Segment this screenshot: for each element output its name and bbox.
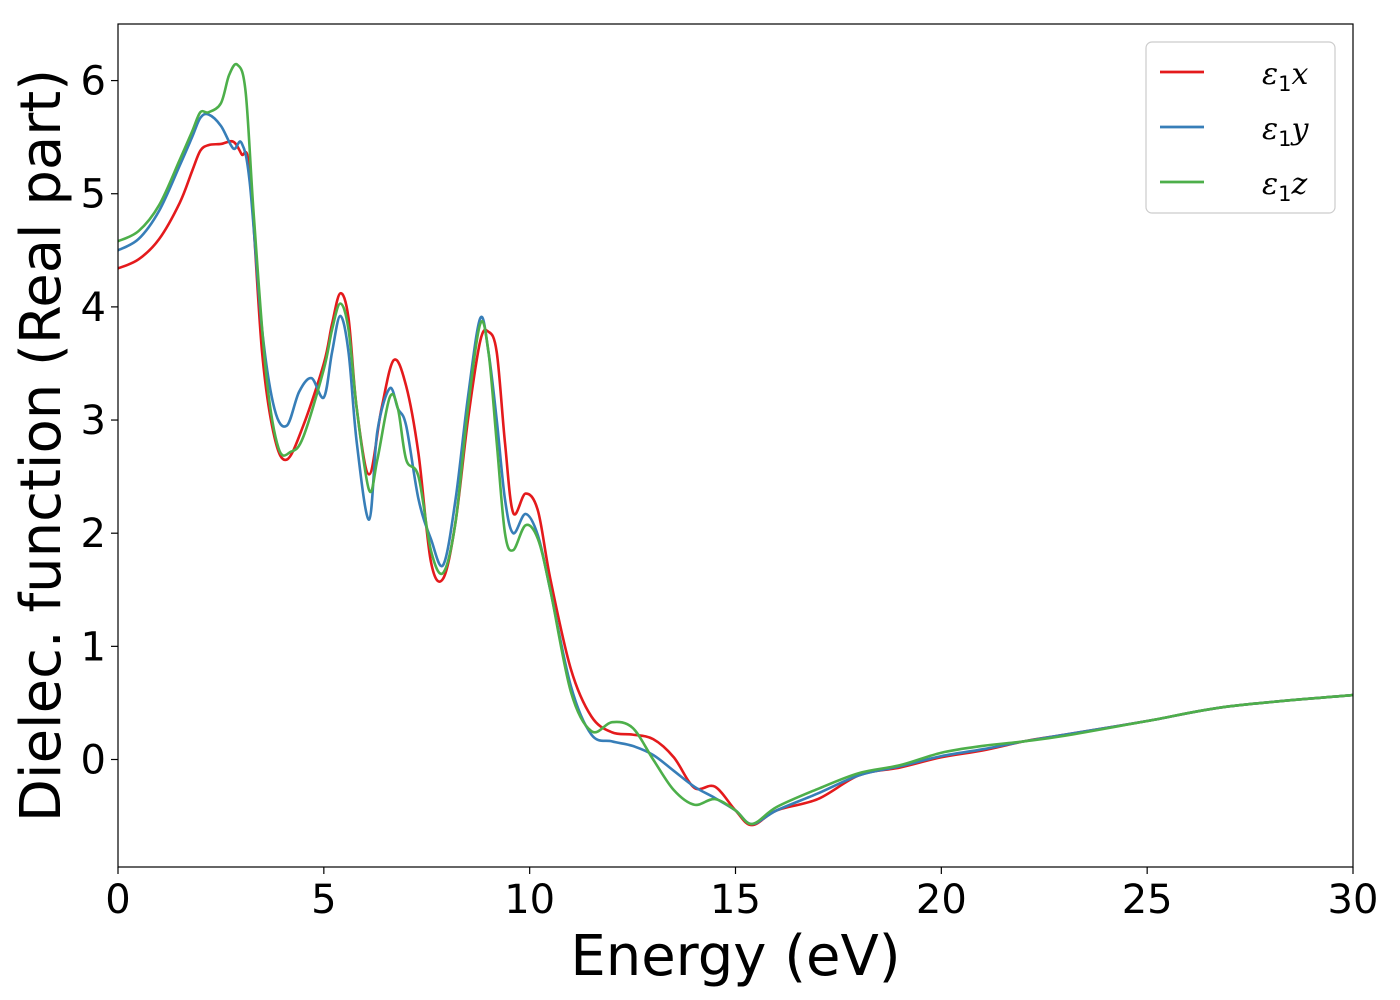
x-tick-label: 30 xyxy=(1328,877,1379,923)
series-line-x xyxy=(118,139,1353,827)
series-layer xyxy=(118,62,1353,827)
x-tick-label: 5 xyxy=(311,877,336,923)
y-tick-label: 5 xyxy=(81,172,106,218)
y-tick-label: 4 xyxy=(81,285,106,331)
legend-label-x: ε1x xyxy=(1262,57,1308,96)
x-tick-label: 20 xyxy=(916,877,967,923)
legend: ε1x ε1y ε1z xyxy=(1145,41,1336,214)
y-tick-label: 3 xyxy=(81,398,106,444)
x-tick-label: 15 xyxy=(710,877,761,923)
y-axis-title: Dielec. function (Real part) xyxy=(9,69,74,822)
series-line-z xyxy=(118,62,1353,826)
y-tick-label: 6 xyxy=(81,59,106,105)
y-tick-label: 2 xyxy=(81,511,106,557)
y-tick-label: 1 xyxy=(81,624,106,670)
tick-layer: 0 5 10 15 20 25 30 0 1 2 3 4 5 6 xyxy=(81,59,1379,923)
x-tick-label: 10 xyxy=(504,877,555,923)
legend-label-z: ε1z xyxy=(1262,167,1307,206)
y-tick-label: 0 xyxy=(81,738,106,784)
legend-box xyxy=(1145,41,1336,214)
x-tick-label: 25 xyxy=(1122,877,1173,923)
legend-label-y: ε1y xyxy=(1262,112,1309,151)
x-axis-title: Energy (eV) xyxy=(570,924,900,989)
x-tick-label: 0 xyxy=(105,877,130,923)
